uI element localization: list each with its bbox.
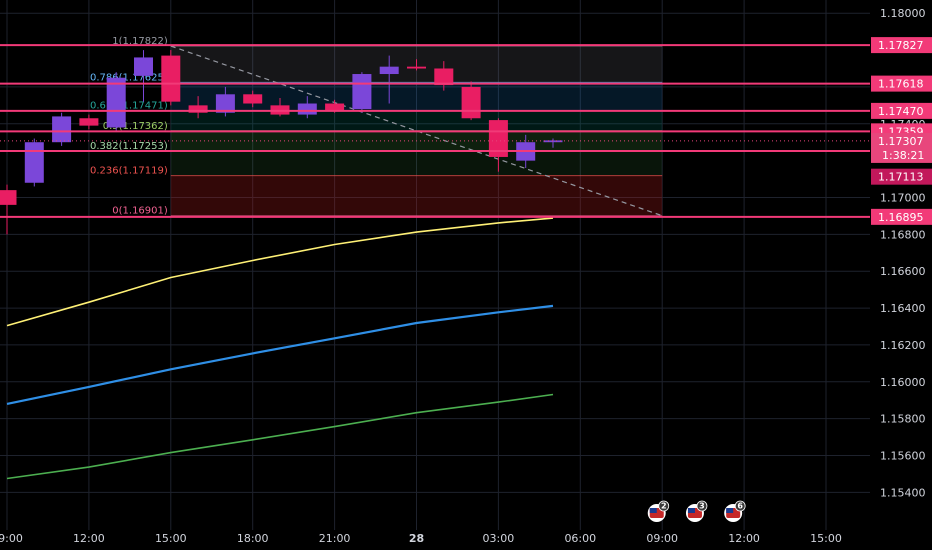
candle-body <box>161 55 181 102</box>
current-price-label: 1.17307 <box>878 135 924 148</box>
candle-body <box>134 57 153 76</box>
candle-body <box>434 68 454 86</box>
time-tick-label: 09:00 <box>0 532 23 545</box>
candle-body <box>24 142 44 183</box>
extra-price-label: 1.17113 <box>878 171 924 184</box>
fib-zone <box>170 175 663 216</box>
event-count: 3 <box>699 502 705 511</box>
fib-level-label: 0.5(1.17362) <box>103 121 168 132</box>
candle-body <box>488 120 508 157</box>
event-count-badge <box>696 500 708 512</box>
level-price-label: 1.17827 <box>878 39 924 52</box>
time-tick-label: 09:00 <box>646 532 678 545</box>
price-tick-label: 1.15400 <box>880 486 926 499</box>
fib-level-label: 0.236(1.17119) <box>90 166 168 177</box>
time-tick-label: 21:00 <box>319 532 351 545</box>
us-flag-event-icon[interactable]: 3 <box>685 500 708 522</box>
time-tick-label: 18:00 <box>237 532 269 545</box>
candle-body <box>52 116 72 143</box>
time-tick-label: 12:00 <box>728 532 760 545</box>
grid <box>0 0 870 530</box>
level-price-box <box>871 37 932 54</box>
countdown-label: 1:38:21 <box>882 149 924 162</box>
us-flag-event-icon[interactable]: 2 <box>647 500 670 522</box>
time-tick-label: 28 <box>409 532 424 545</box>
candle-body <box>379 66 399 75</box>
fib-level-label: 0.382(1.17253) <box>90 141 168 152</box>
fib-zone <box>170 150 663 176</box>
moving-averages <box>6 217 554 480</box>
time-tick-label: 03:00 <box>483 532 515 545</box>
price-tick-label: 1.16800 <box>880 228 926 241</box>
time-axis[interactable]: 09:00 12:00 15:00 18:00 21:00 28 03:00 06:00 09:… <box>0 532 842 545</box>
time-tick-label: 06:00 <box>564 532 596 545</box>
fib-level-label: 0.786(1.17625) <box>90 72 168 83</box>
price-tick-label: 1.15600 <box>880 450 926 463</box>
candle-body <box>188 105 208 113</box>
candle-body <box>106 77 126 128</box>
us-flag-event-icon[interactable]: 6 <box>724 500 746 522</box>
level-price-label: 1.17470 <box>878 105 924 118</box>
candle-body <box>0 190 17 205</box>
candle-body <box>325 103 345 111</box>
candle-body <box>407 66 426 69</box>
event-count-badge <box>734 500 746 512</box>
candle-body <box>243 94 263 104</box>
flag-canton <box>649 508 657 513</box>
candle-body <box>297 103 317 115</box>
moving-average-line <box>6 217 554 327</box>
fib-level-label: 1(1.17822) <box>112 36 168 47</box>
fib-level-label: 0(1.16901) <box>112 206 168 217</box>
price-tick-label: 1.16600 <box>880 265 926 278</box>
price-tick-label: 1.17000 <box>880 192 926 205</box>
time-tick-label: 15:00 <box>155 532 187 545</box>
candle-body <box>79 118 99 126</box>
level-price-label: 1.17618 <box>878 78 924 91</box>
candle-body <box>215 94 235 113</box>
price-tick-label: 1.16200 <box>880 339 926 352</box>
current-price-box <box>871 132 932 163</box>
candle-body <box>461 86 481 119</box>
level-price-box <box>871 75 932 92</box>
time-tick-label: 12:00 <box>73 532 105 545</box>
level-price-box <box>871 102 932 119</box>
price-tick-label: 1.16000 <box>880 376 926 389</box>
fib-level-label: 0.618(1.17471) <box>90 101 168 112</box>
horizontal-levels[interactable] <box>0 44 870 218</box>
time-tick-label: 15:00 <box>810 532 842 545</box>
event-count-badge <box>658 500 670 512</box>
event-count: 2 <box>661 502 667 511</box>
flag-canton <box>726 508 734 513</box>
level-price-box <box>871 208 932 225</box>
trend-line[interactable] <box>170 45 663 217</box>
economic-events[interactable]: 2 3 6 <box>647 500 746 522</box>
extra-price-box <box>871 168 932 185</box>
flag-canton <box>687 508 695 513</box>
price-tick-label: 1.18000 <box>880 7 926 20</box>
fib-zone <box>170 110 663 131</box>
moving-average-line <box>6 304 554 405</box>
level-price-label: 1.16895 <box>878 211 924 224</box>
price-tick-label: 1.16400 <box>880 302 926 315</box>
price-tick-label: 1.15800 <box>880 413 926 426</box>
moving-average-line <box>6 393 554 480</box>
price-axis[interactable]: 1.180001.176001.174001.170001.168001.166… <box>0 7 932 499</box>
event-count: 6 <box>737 502 743 511</box>
candle-body <box>352 74 372 110</box>
trend-line-dashed[interactable] <box>170 45 663 217</box>
